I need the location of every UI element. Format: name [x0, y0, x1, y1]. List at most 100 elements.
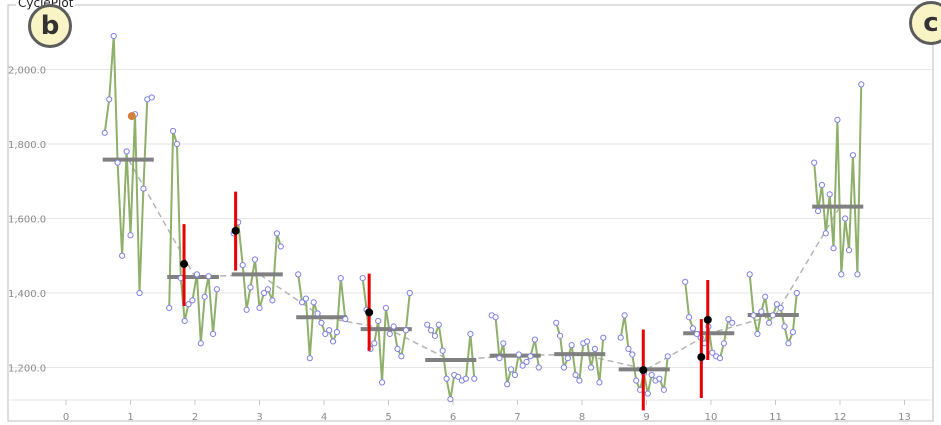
data-point[interactable]: [709, 349, 716, 356]
data-point[interactable]: [136, 289, 143, 297]
data-point[interactable]: [758, 308, 765, 315]
data-point[interactable]: [251, 256, 259, 263]
data-point[interactable]: [596, 379, 603, 386]
data-point[interactable]: [811, 159, 818, 166]
data-point[interactable]: [424, 321, 431, 328]
data-point[interactable]: [189, 297, 196, 304]
data-point[interactable]: [337, 275, 344, 282]
data-point[interactable]: [439, 347, 446, 354]
data-point[interactable]: [127, 232, 134, 239]
data-point[interactable]: [394, 345, 401, 352]
data-point[interactable]: [625, 345, 632, 352]
data-point[interactable]: [386, 330, 393, 338]
data-point[interactable]: [148, 94, 155, 101]
data-point[interactable]: [201, 293, 208, 300]
data-point[interactable]: [398, 353, 405, 360]
data-point[interactable]: [359, 275, 366, 282]
data-point[interactable]: [295, 271, 302, 278]
data-point[interactable]: [693, 330, 700, 338]
data-point[interactable]: [185, 301, 192, 308]
data-point[interactable]: [818, 181, 826, 189]
data-point[interactable]: [789, 329, 797, 336]
data-point[interactable]: [633, 377, 640, 384]
data-point[interactable]: [342, 315, 349, 323]
data-point[interactable]: [260, 289, 268, 297]
data-point[interactable]: [504, 381, 511, 388]
data-point[interactable]: [310, 299, 317, 306]
data-point[interactable]: [523, 358, 530, 366]
data-point[interactable]: [656, 375, 663, 382]
data-point[interactable]: [314, 310, 321, 317]
data-point[interactable]: [471, 375, 478, 382]
data-point[interactable]: [685, 314, 693, 321]
data-point[interactable]: [572, 371, 579, 379]
data-point[interactable]: [621, 312, 628, 319]
data-point[interactable]: [273, 230, 281, 237]
data-point[interactable]: [500, 340, 507, 347]
data-point[interactable]: [197, 340, 204, 347]
data-point[interactable]: [443, 375, 450, 382]
data-point[interactable]: [298, 299, 306, 306]
data-point[interactable]: [765, 319, 773, 326]
data-point[interactable]: [326, 327, 333, 334]
data-point[interactable]: [822, 230, 829, 237]
data-point[interactable]: [496, 355, 503, 362]
data-point[interactable]: [773, 301, 780, 308]
data-point[interactable]: [553, 319, 560, 326]
data-point[interactable]: [617, 334, 624, 341]
data-point[interactable]: [378, 379, 386, 386]
data-point[interactable]: [382, 304, 390, 311]
data-point[interactable]: [213, 286, 221, 293]
data-point[interactable]: [746, 271, 753, 278]
data-point[interactable]: [531, 336, 539, 343]
data-point[interactable]: [527, 353, 534, 360]
data-point[interactable]: [568, 342, 575, 349]
data-point[interactable]: [556, 332, 564, 339]
data-point[interactable]: [793, 289, 800, 297]
data-point[interactable]: [140, 185, 147, 192]
data-point[interactable]: [858, 81, 865, 88]
data-point[interactable]: [390, 323, 397, 330]
data-point[interactable]: [247, 284, 254, 291]
data-point[interactable]: [119, 252, 126, 259]
data-point[interactable]: [427, 327, 435, 334]
data-point[interactable]: [166, 304, 173, 311]
data-point[interactable]: [560, 364, 568, 371]
data-point[interactable]: [725, 315, 732, 323]
data-point[interactable]: [455, 373, 462, 380]
data-point[interactable]: [123, 148, 130, 155]
data-point[interactable]: [239, 261, 246, 269]
data-point[interactable]: [371, 340, 378, 347]
data-point[interactable]: [664, 353, 671, 360]
data-point[interactable]: [322, 330, 329, 338]
data-point[interactable]: [492, 314, 499, 321]
data-point[interactable]: [243, 306, 250, 313]
data-point[interactable]: [716, 355, 724, 362]
data-point[interactable]: [169, 127, 177, 135]
data-point[interactable]: [447, 396, 454, 403]
data-point[interactable]: [277, 243, 284, 250]
data-point[interactable]: [584, 338, 591, 345]
data-point[interactable]: [720, 340, 728, 347]
data-point[interactable]: [830, 245, 837, 252]
data-point[interactable]: [750, 312, 757, 319]
data-point[interactable]: [629, 351, 636, 358]
data-point[interactable]: [854, 271, 861, 278]
data-point[interactable]: [435, 321, 442, 328]
data-point[interactable]: [648, 371, 655, 379]
data-point[interactable]: [644, 390, 651, 397]
data-point[interactable]: [564, 355, 571, 362]
data-point[interactable]: [302, 295, 310, 302]
data-point[interactable]: [729, 319, 736, 326]
data-point[interactable]: [306, 355, 313, 362]
data-point[interactable]: [834, 116, 841, 123]
highlight-point[interactable]: [127, 112, 136, 121]
data-point[interactable]: [785, 340, 792, 347]
data-point[interactable]: [511, 371, 519, 379]
data-point[interactable]: [515, 351, 522, 358]
data-point[interactable]: [462, 375, 469, 382]
data-point[interactable]: [269, 297, 276, 304]
data-point[interactable]: [777, 304, 784, 311]
data-point[interactable]: [205, 273, 212, 280]
